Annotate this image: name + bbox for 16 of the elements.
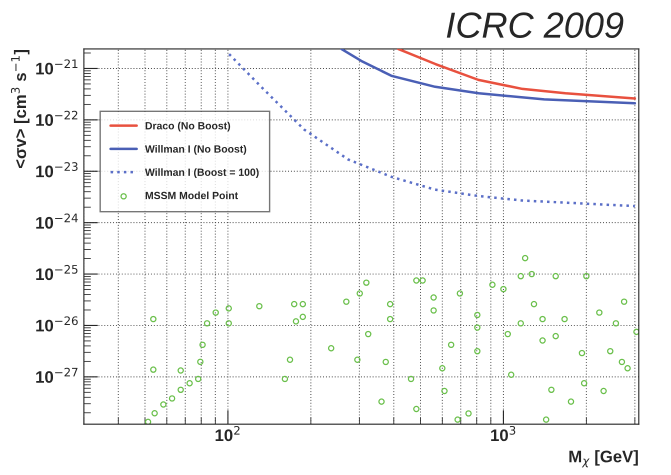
legend-label: Draco (No Boost): [146, 122, 230, 132]
y-tick-label: 10$^{−27}$: [36, 368, 78, 383]
chart-title: ICRC 2009: [446, 12, 624, 38]
legend-label: Willman I (Boost = 100): [144, 168, 259, 178]
y-tick-label: 10$^{−23}$: [36, 162, 78, 178]
y-tick-label: 10$^{−21}$: [36, 59, 78, 75]
y-tick-label: 10$^{−24}$: [36, 214, 78, 229]
y-axis-title: <σv> [cm$^{3}$ s$^{−1}$]: [10, 50, 30, 168]
x-axis-title: M$_{χ}$ [GeV]: [569, 450, 638, 468]
y-tick-label: 10$^{−25}$: [36, 264, 78, 280]
legend-label: MSSM Model Point: [146, 192, 238, 200]
x-tick-label: 10$^{3}$: [491, 426, 516, 442]
x-tick-label: 10$^{2}$: [216, 426, 240, 442]
y-tick-label: 10$^{−26}$: [36, 316, 78, 332]
legend-label: Willman I (No Boost): [144, 145, 246, 155]
y-tick-label: 10$^{−22}$: [36, 110, 78, 126]
